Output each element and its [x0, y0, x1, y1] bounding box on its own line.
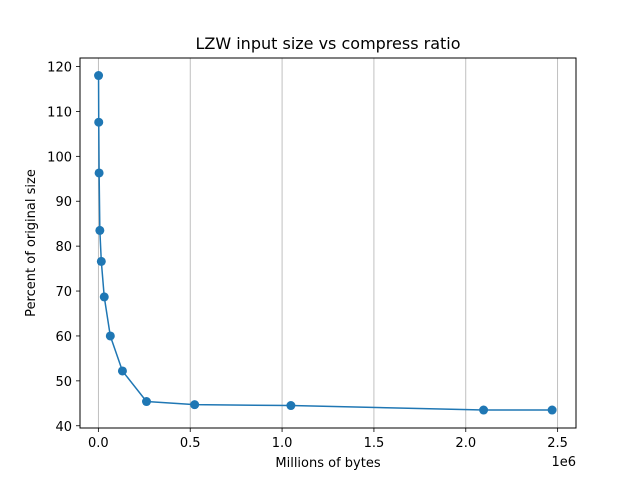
data-point [190, 400, 200, 410]
y-tick-label: 50 [55, 375, 72, 390]
plot-background [80, 58, 576, 428]
x-tick-label: 0.0 [88, 436, 109, 451]
x-tick-label: 2.0 [455, 436, 476, 451]
x-axis-offset-label: 1e6 [551, 455, 576, 470]
x-tick-label: 1.0 [272, 436, 293, 451]
chart-title: LZW input size vs compress ratio [195, 34, 460, 53]
y-tick-label: 40 [55, 420, 72, 435]
y-tick-label: 90 [55, 195, 72, 210]
x-tick-label: 0.5 [180, 436, 201, 451]
data-point [105, 331, 115, 341]
y-tick-label: 110 [47, 105, 72, 120]
data-point [479, 405, 489, 415]
data-point [142, 397, 152, 407]
series-layer [94, 71, 557, 415]
x-tick-label: 2.5 [547, 436, 568, 451]
data-point [117, 366, 127, 376]
plot-area: 0.0 0.5 1.0 1.5 2.0 2.5 40 50 60 70 80 90 100 110 120 [47, 57, 577, 451]
x-tick-label: 1.5 [364, 436, 385, 451]
y-axis-label: Percent of original size [24, 169, 39, 317]
data-point [99, 292, 109, 302]
data-point [95, 225, 105, 235]
x-axis-ticks: 0.0 0.5 1.0 1.5 2.0 2.5 [88, 428, 568, 451]
y-axis-ticks: 40 50 60 70 80 90 100 110 120 [47, 61, 80, 435]
y-tick-label: 60 [55, 330, 72, 345]
y-tick-label: 100 [47, 150, 72, 165]
data-point [547, 405, 557, 415]
y-tick-label: 120 [47, 61, 72, 76]
data-point [94, 168, 104, 178]
data-point [286, 401, 296, 411]
data-point [96, 256, 106, 266]
data-point [94, 71, 104, 81]
x-axis-label: Millions of bytes [275, 456, 380, 471]
y-tick-label: 80 [55, 240, 72, 255]
data-point [94, 117, 104, 127]
y-tick-label: 70 [55, 285, 72, 300]
plot-frame [79, 57, 577, 429]
